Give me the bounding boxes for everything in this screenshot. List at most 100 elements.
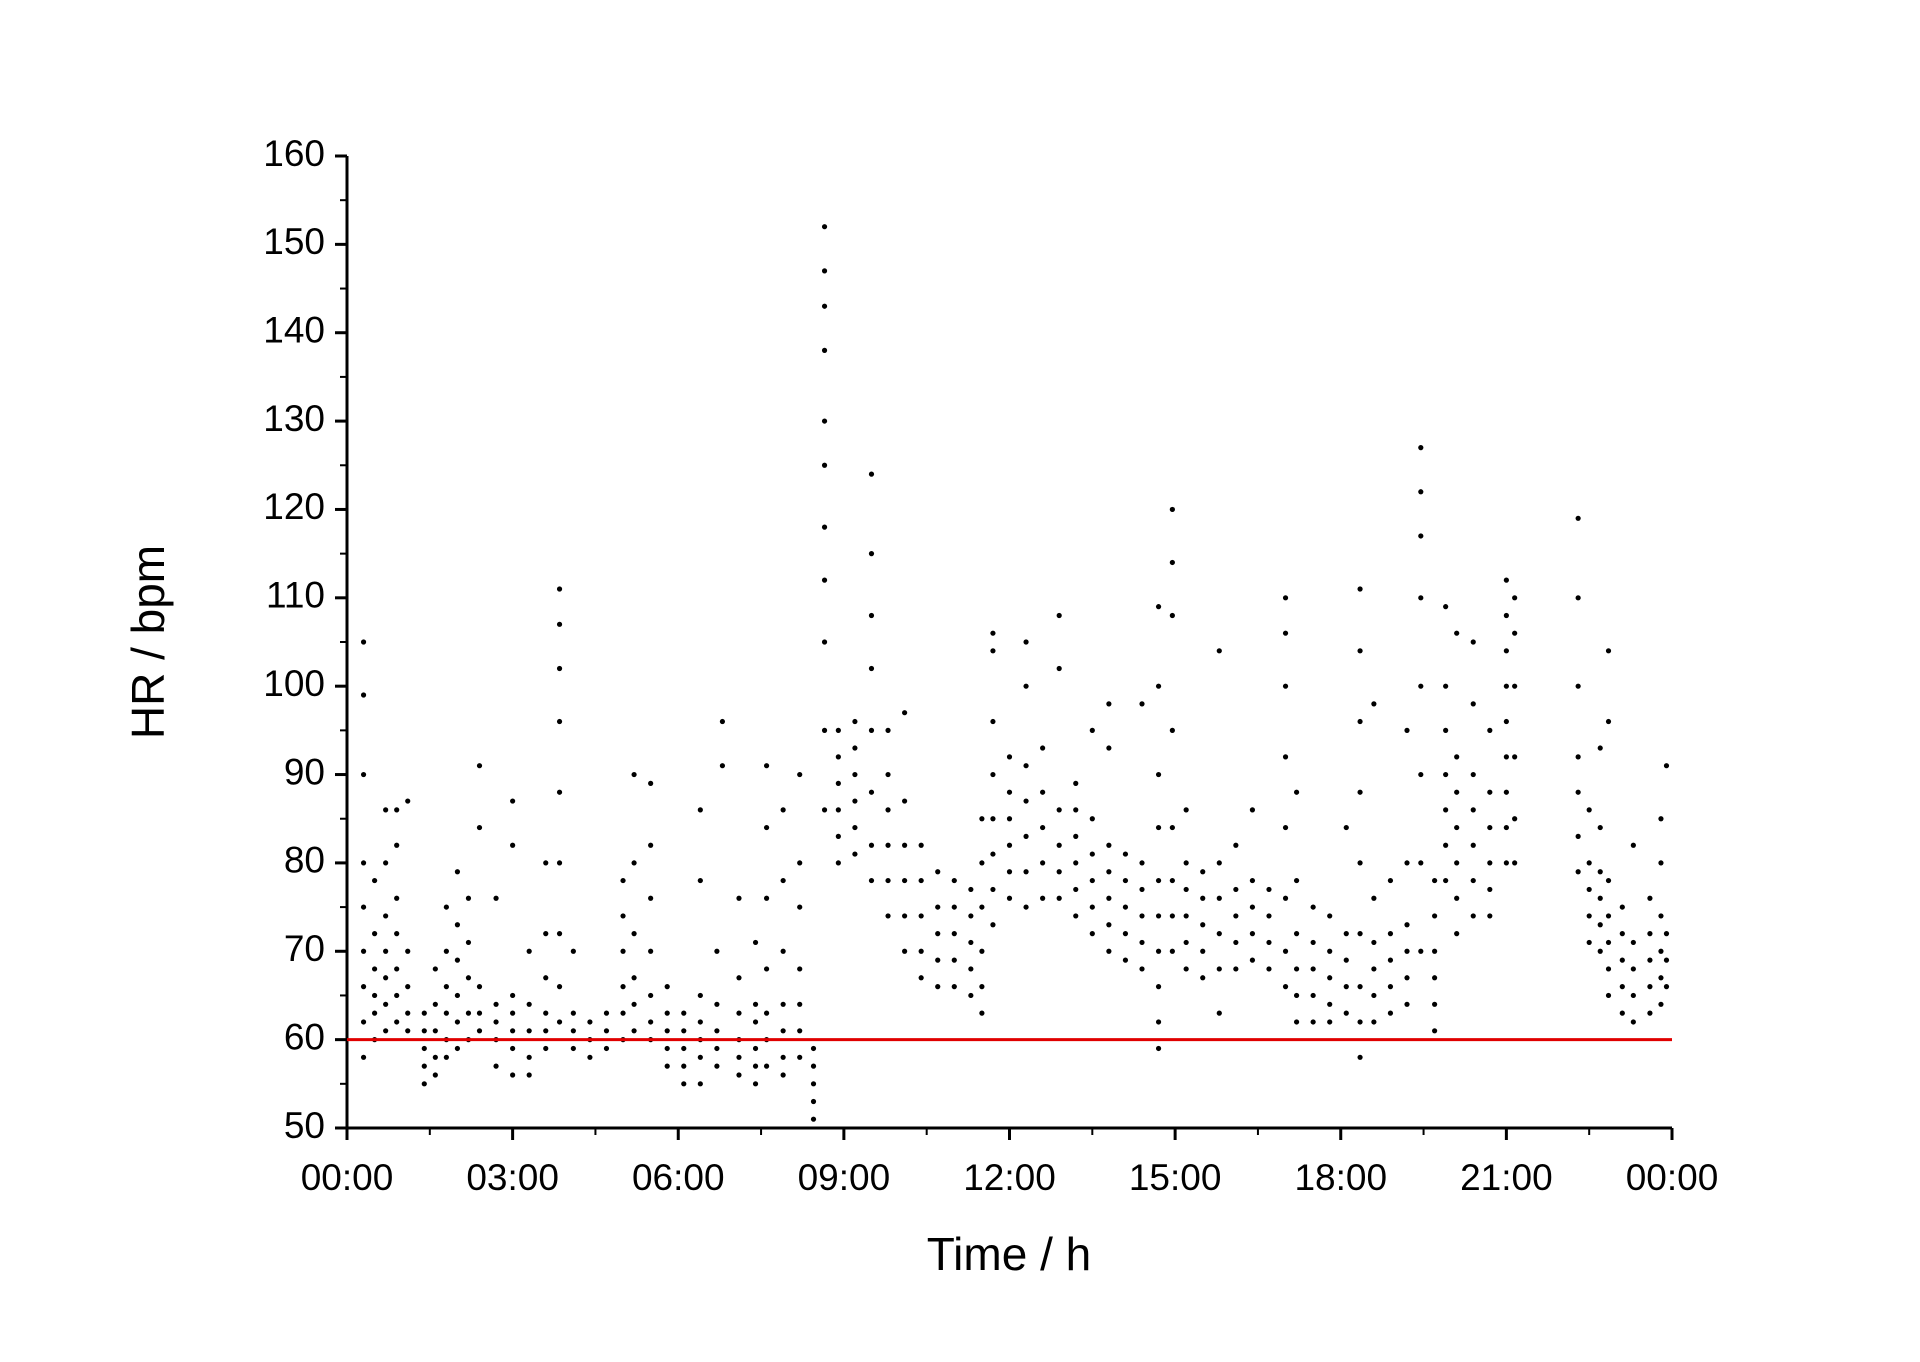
data-point <box>1233 913 1239 919</box>
data-point <box>465 895 472 901</box>
data-point <box>432 1072 438 1078</box>
y-tick-label: 150 <box>263 221 325 262</box>
x-tick-label: 15:00 <box>1129 1157 1222 1198</box>
data-point <box>383 1028 389 1034</box>
data-point <box>1387 931 1394 937</box>
data-point <box>979 948 985 954</box>
data-point <box>681 1010 687 1016</box>
data-point <box>1169 612 1175 619</box>
data-point <box>1200 948 1206 954</box>
data-point <box>360 948 367 954</box>
data-point <box>1630 842 1636 848</box>
data-point <box>1418 948 1424 954</box>
data-point <box>1443 842 1449 848</box>
data-point <box>752 1001 759 1007</box>
data-point <box>1357 789 1363 795</box>
data-point <box>821 303 828 309</box>
data-point <box>1454 789 1460 795</box>
data-point <box>1630 992 1636 999</box>
data-point <box>902 798 908 804</box>
data-point <box>360 904 367 910</box>
data-point <box>383 913 389 919</box>
data-point <box>394 931 400 937</box>
data-point <box>1512 754 1518 760</box>
data-point <box>556 860 563 866</box>
data-point <box>1619 931 1625 937</box>
data-point <box>1418 771 1424 778</box>
data-point <box>421 1063 427 1069</box>
data-point <box>1139 939 1145 946</box>
data-point <box>510 798 516 804</box>
data-point <box>1454 931 1460 937</box>
data-point <box>1089 904 1095 910</box>
data-point <box>1586 913 1592 919</box>
data-point <box>556 718 563 725</box>
data-point <box>1443 604 1449 610</box>
data-point <box>1658 948 1664 954</box>
data-point <box>1200 975 1206 981</box>
data-point <box>810 1045 817 1052</box>
data-point <box>1586 860 1592 866</box>
data-point <box>394 1019 400 1025</box>
data-point <box>1663 957 1670 963</box>
y-tick-label: 130 <box>263 398 325 439</box>
data-point <box>821 727 828 733</box>
data-point <box>1106 922 1112 928</box>
data-point <box>1432 1001 1438 1007</box>
data-point <box>1006 754 1013 760</box>
data-point <box>1089 877 1095 884</box>
data-point <box>476 1028 483 1034</box>
data-point <box>1327 975 1333 981</box>
data-point <box>763 966 770 972</box>
data-point <box>719 763 726 769</box>
data-point <box>1106 701 1112 707</box>
data-point <box>1293 1019 1300 1025</box>
data-point <box>935 957 941 963</box>
data-point <box>1404 975 1410 981</box>
data-point <box>1006 789 1013 795</box>
data-point <box>1605 992 1612 999</box>
data-point <box>1470 913 1476 919</box>
data-point <box>1233 939 1239 946</box>
data-point <box>1658 913 1664 919</box>
data-point <box>493 895 499 901</box>
data-point <box>1605 966 1612 972</box>
data-point <box>1155 1045 1162 1052</box>
x-tick-label: 21:00 <box>1460 1157 1553 1198</box>
data-point <box>1169 559 1175 566</box>
data-point <box>1586 939 1592 946</box>
data-point <box>1387 1010 1394 1016</box>
data-point <box>1139 966 1145 972</box>
data-point <box>736 975 742 981</box>
data-point <box>394 807 400 813</box>
data-point <box>852 771 858 778</box>
data-point <box>1586 807 1592 813</box>
data-point <box>360 1054 367 1060</box>
data-point <box>1575 869 1581 875</box>
data-point <box>763 1063 770 1069</box>
data-point <box>1282 754 1289 760</box>
data-point <box>1503 754 1509 760</box>
data-point <box>681 1063 687 1069</box>
data-point <box>620 1010 626 1016</box>
data-point <box>1619 1010 1625 1016</box>
data-point <box>526 948 532 954</box>
data-point <box>885 877 891 884</box>
data-point <box>1605 648 1612 654</box>
data-point <box>1503 860 1509 866</box>
data-point <box>454 922 461 928</box>
data-point <box>780 1028 786 1034</box>
y-tick-label: 100 <box>263 663 325 704</box>
data-point <box>1404 948 1410 954</box>
data-point <box>990 771 996 778</box>
data-point <box>1343 984 1349 990</box>
data-point <box>918 877 924 884</box>
data-point <box>990 886 996 893</box>
data-point <box>902 710 908 716</box>
data-point <box>1487 886 1493 893</box>
data-point <box>603 1028 610 1034</box>
y-tick-label: 80 <box>284 840 325 881</box>
data-point <box>780 948 786 954</box>
